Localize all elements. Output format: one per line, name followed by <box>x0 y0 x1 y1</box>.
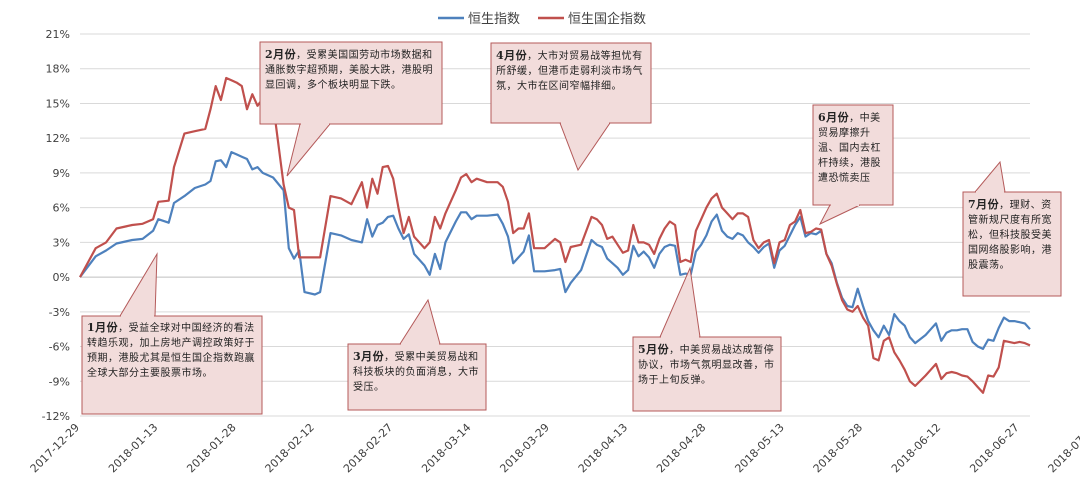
series-line-hscei <box>79 76 1031 394</box>
callout-mar-box <box>347 343 487 411</box>
x-tick-label: 2018-02-12 <box>263 421 317 475</box>
callout-jan-pointer <box>119 252 158 317</box>
y-tick-label: 21% <box>46 28 70 41</box>
x-tick-label: 2018-05-28 <box>811 421 865 475</box>
callout-mar-text: ，受累中美贸易战和科技板块的负面消息，大市受压。 <box>353 352 479 393</box>
x-tick-label: 2018-03-14 <box>419 421 473 475</box>
y-tick-label: -3% <box>49 306 70 319</box>
callout-jun-text: ，中美贸易摩擦升温、国内去杠杆持续，港股遭恐慌卖压 <box>818 113 881 184</box>
callout-pointers <box>81 41 1062 415</box>
callout-may-text: ，中美贸易战达成暂停协议，市场气氛明显改善，市场于上旬反弹。 <box>638 345 775 386</box>
x-tick-label: 2018-07-12 <box>1046 421 1080 475</box>
series-line-hsi <box>79 151 1031 350</box>
callout-apr-pointer <box>559 122 611 172</box>
x-tick-label: 2018-04-28 <box>654 421 708 475</box>
x-tick-label: 2018-01-28 <box>184 421 238 475</box>
x-tick-label: 2018-02-27 <box>341 421 395 475</box>
y-tick-label: 3% <box>53 236 70 249</box>
x-tick-label: 2018-06-12 <box>889 421 943 475</box>
y-tick-label: -9% <box>49 375 70 388</box>
legend-label-hsi: 恒生指数 <box>468 12 520 27</box>
callout-jul-month: 7月份 <box>968 198 1000 211</box>
callout-jul-text: ，理财、资管新规尺度有所宽松，但科技股受美国网络股影响，港股震荡。 <box>968 200 1052 271</box>
x-tick-label: 2018-04-13 <box>576 421 630 475</box>
callout-may: 5月份，中美贸易战达成暂停协议，市场气氛明显改善，市场于上旬反弹。 <box>638 342 776 388</box>
callout-jan-month: 1月份 <box>87 321 119 334</box>
callout-jun: 6月份，中美贸易摩擦升温、国内去杠杆持续，港股遭恐慌卖压 <box>818 110 888 186</box>
callout-jun-box <box>812 104 894 206</box>
callout-may-pointer <box>659 266 701 338</box>
legend: 恒生指数 恒生国企指数 <box>438 11 646 27</box>
callout-jun-month: 6月份 <box>818 111 850 124</box>
y-tick-label: 12% <box>46 132 70 145</box>
callout-apr: 4月份，大市对贸易战等担忧有所舒缓，但港币走弱利淡市场气氛，大市在区间窄幅排细。 <box>496 48 646 94</box>
x-axis-ticks: 2017-12-29 2018-01-13 2018-01-28 2018-02-12… <box>28 421 1080 475</box>
series-lines <box>79 76 1031 394</box>
y-tick-label: 9% <box>53 167 70 180</box>
x-tick-label: 2018-06-27 <box>967 421 1021 475</box>
y-tick-label: 15% <box>46 97 70 110</box>
callout-feb-box <box>259 41 443 125</box>
y-tick-label: -6% <box>49 341 70 354</box>
y-tick-label: 18% <box>46 63 70 76</box>
callout-feb-pointer <box>286 123 332 177</box>
callout-feb-text: ，受累美国国劳动市场数据和通胀数字超预期，美股大跌，港股明显回调，多个板块明显下… <box>265 50 433 91</box>
callout-may-month: 5月份 <box>638 343 670 356</box>
callout-jul-box <box>962 191 1062 297</box>
callout-jul: 7月份，理财、资管新规尺度有所宽松，但科技股受美国网络股影响，港股震荡。 <box>968 197 1056 273</box>
legend-label-hscei: 恒生国企指数 <box>568 11 646 27</box>
callout-may-box <box>632 336 782 412</box>
callout-feb: 2月份，受累美国国劳动市场数据和通胀数字超预期，美股大跌，港股明显回调，多个板块… <box>265 47 437 93</box>
callout-jan: 1月份，受益全球对中国经济的看法转趋乐观，加上房地产调控政策好于预期，港股尤其是… <box>87 320 257 381</box>
callout-jul-pointer <box>973 160 1006 193</box>
y-tick-label: 0% <box>53 271 70 284</box>
callout-jan-text: ，受益全球对中国经济的看法转趋乐观，加上房地产调控政策好于预期，港股尤其是恒生国… <box>87 323 255 379</box>
callout-jan-box <box>81 315 263 415</box>
x-tick-label: 2018-05-13 <box>732 421 786 475</box>
y-tick-label: 6% <box>53 202 70 215</box>
callout-apr-month: 4月份 <box>496 49 528 62</box>
callout-apr-box <box>490 42 652 124</box>
y-tick-label: -12% <box>42 410 70 423</box>
callout-apr-text: ，大市对贸易战等担忧有所舒缓，但港币走弱利淡市场气氛，大市在区间窄幅排细。 <box>496 51 643 92</box>
callout-mar: 3月份，受累中美贸易战和科技板块的负面消息，大市受压。 <box>353 349 481 395</box>
callout-mar-pointer <box>399 298 441 345</box>
y-axis-ticks: 21% 18% 15% 12% 9% 6% 3% 0% -3% -6% -9% -12% <box>42 28 70 423</box>
callout-mar-month: 3月份 <box>353 350 385 363</box>
x-tick-label: 2018-03-29 <box>497 421 551 475</box>
x-tick-label: 2018-01-13 <box>106 421 160 475</box>
x-tick-label: 2017-12-29 <box>28 421 82 475</box>
callout-feb-month: 2月份 <box>265 48 297 61</box>
